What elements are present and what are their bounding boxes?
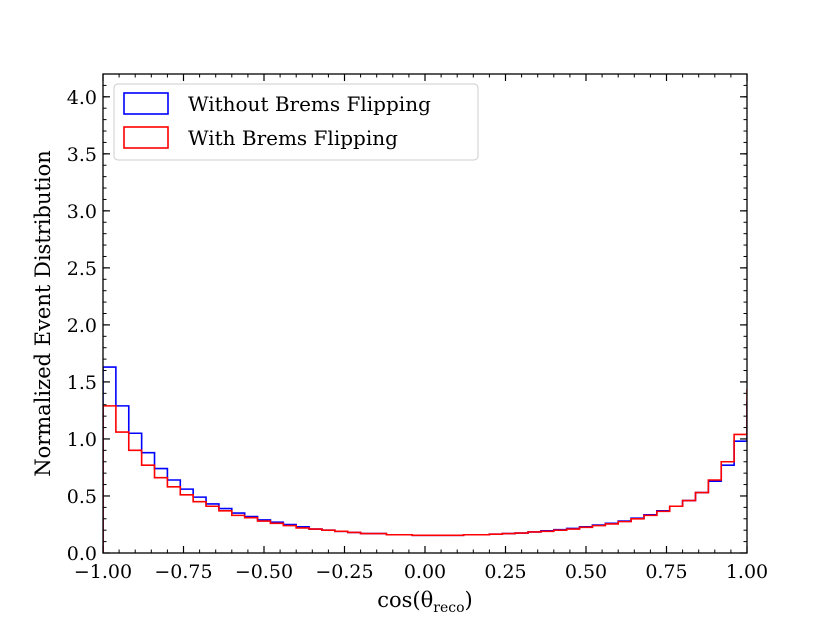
x-tick-label: 1.00 [726, 561, 768, 583]
y-tick-label: 4.0 [67, 87, 97, 109]
legend-label: With Brems Flipping [188, 126, 398, 150]
x-tick-label: −0.75 [154, 561, 212, 583]
x-tick-label: 0.75 [645, 561, 687, 583]
y-axis-label: Normalized Event Distribution [31, 150, 55, 477]
y-tick-label: 0.0 [67, 543, 97, 565]
x-tick-label: −0.50 [235, 561, 293, 583]
series-line-without-brems [103, 366, 747, 553]
x-axis-label: cos(θreco) [377, 588, 472, 616]
x-tick-label: −0.25 [315, 561, 373, 583]
legend: Without Brems Flipping With Brems Flippin… [113, 83, 479, 161]
x-tick-label: −1.00 [74, 561, 132, 583]
y-tick-label: 2.0 [67, 315, 97, 337]
legend-label: Without Brems Flipping [188, 92, 431, 116]
y-tick-label: 3.0 [67, 201, 97, 223]
x-tick-label: 0.50 [565, 561, 607, 583]
legend-swatch [123, 92, 169, 115]
x-tick-label: 0.00 [404, 561, 446, 583]
legend-frame [113, 83, 479, 161]
y-tick-label: 1.5 [67, 372, 97, 394]
legend-swatch [123, 126, 169, 149]
series-line-with-brems [103, 389, 747, 553]
x-tick-label: 0.25 [484, 561, 526, 583]
y-tick-label: 0.5 [67, 486, 97, 508]
y-tick-label: 1.0 [67, 429, 97, 451]
y-tick-label: 2.5 [67, 258, 97, 280]
y-tick-label: 3.5 [67, 144, 97, 166]
